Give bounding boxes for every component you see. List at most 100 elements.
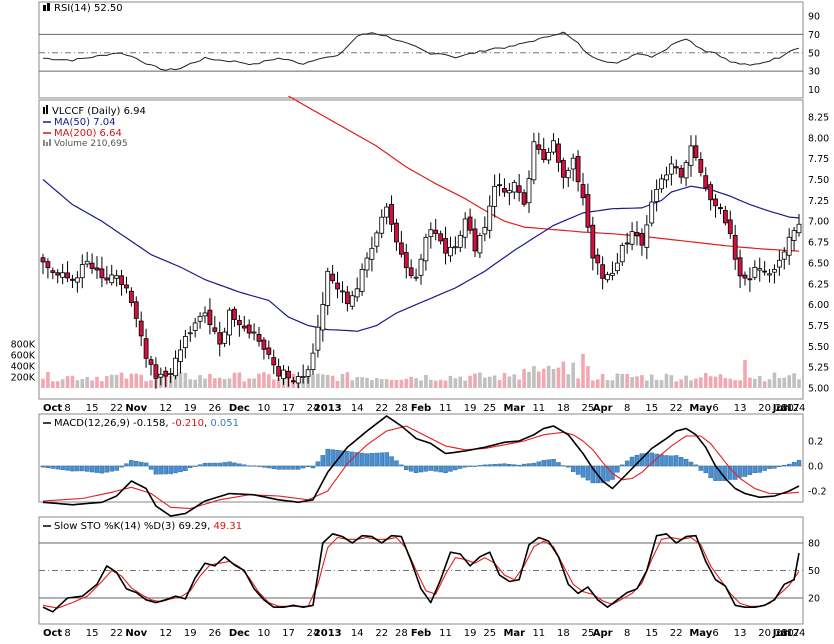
x-tick-2013: 2013 [314,403,342,414]
macd-histogram-bar [566,465,571,468]
rsi-overbought-fill [369,32,375,35]
candle-down [276,366,282,377]
macd-histogram-bar [399,464,404,467]
volume-bar [748,377,752,388]
macd-histogram-bar [728,465,733,480]
macd-histogram-bar [693,464,699,467]
volume-bar [237,372,242,388]
x-tick-22-lower: 22 [110,628,123,639]
x-tick-Dec: Dec [229,403,250,414]
macd-histogram-bar [708,465,713,479]
macd-histogram-bar [438,465,443,473]
macd-histogram-bar [114,465,119,471]
volume-bar [738,380,742,388]
candle-down [217,332,223,345]
x-tick-25: 25 [582,403,595,414]
volume-bar [743,359,747,388]
macd-histogram-bar [104,465,110,473]
price-tick-5.75: 5.75 [808,321,829,332]
macd-histogram-bar [389,456,394,467]
x-tick-11-lower: 11 [439,628,452,639]
x-tick-20: 20 [758,403,771,414]
candle-down [335,282,340,290]
volume-bar [129,373,134,388]
volume-bar [394,380,399,388]
macd-histogram-bar [320,455,326,467]
volume-bar [267,374,271,388]
candle-up [173,357,178,377]
x-tick-26-lower: 26 [208,628,221,639]
candle-down [693,145,699,158]
rsi-line [42,31,800,71]
candle-up [629,231,635,245]
candle-up [457,234,463,248]
macd-histogram-bar [50,465,56,469]
volume-bar [124,378,129,388]
candle-down [536,144,542,150]
price-tick-7.75: 7.75 [808,154,829,165]
volume-bar [654,379,659,388]
candle-up [315,326,321,351]
candle-up [487,205,493,231]
svg-text:MA(50) 7.04: MA(50) 7.04 [54,117,115,128]
candle-down [516,185,522,193]
volume-bar [532,366,536,388]
volume-bar [620,373,625,388]
candle-down [344,291,350,305]
macd-histogram-bar [404,465,409,470]
macd-hist-value: 0.051 [210,418,239,429]
volume-bar [537,371,541,388]
macd-histogram-bar [782,465,787,467]
macd-histogram-bar [624,460,630,467]
macd-histogram-bar [605,465,610,482]
macd-histogram-bar [615,465,620,473]
x-tick-19-lower: 19 [464,628,477,639]
x-tick-15: 15 [86,403,99,414]
x-tick-11: 11 [532,403,545,414]
volume-bar [468,375,472,388]
macd-histogram-bar [242,464,247,467]
candle-up [649,201,655,224]
volume-bar [325,374,330,388]
x-tick-12: 12 [159,403,172,414]
x-tick-18-lower: 18 [557,628,570,639]
macd-histogram-bar [345,451,350,467]
price-tick-6.50: 6.50 [808,258,829,269]
candle-up [178,349,183,362]
candle-up [418,258,424,276]
macd-histogram-bar [138,461,144,467]
macd-histogram-bar [669,455,674,467]
candle-up [619,244,625,263]
candle-down [40,257,46,263]
x-tick-28-lower: 28 [395,628,408,639]
macd-histogram-bar [531,462,537,467]
volume-bar [625,373,629,388]
macd-histogram-bar [222,462,227,467]
macd-histogram-bar [374,452,380,467]
candle-up [369,247,375,260]
macd-histogram-bar [217,462,222,467]
macd-histogram-bar [359,452,365,467]
candle-up [614,262,620,272]
candle-down [45,261,51,269]
macd-label: MACD(12,26,9) [54,418,130,429]
volume-bar [684,375,688,388]
macd-histogram-bar [232,462,237,467]
price-tick-7.00: 7.00 [808,217,829,228]
candle-up [60,272,66,278]
volume-tick-400K: 400K [11,362,36,373]
candle-down [241,325,247,329]
x-tick-11-lower: 11 [532,628,545,639]
macd-histogram-bar [227,461,232,467]
volume-bar [502,372,507,388]
svg-text:Volume 210,695: Volume 210,695 [54,139,128,149]
candle-up [492,185,498,207]
candle-down [138,320,144,337]
candle-up [413,276,419,279]
candle-down [266,347,272,355]
macd-histogram-bar [786,463,792,467]
candle-down [560,160,566,178]
ma200-line [288,95,800,252]
macd-histogram-bar [423,465,429,472]
macd-histogram-bar [153,465,159,475]
